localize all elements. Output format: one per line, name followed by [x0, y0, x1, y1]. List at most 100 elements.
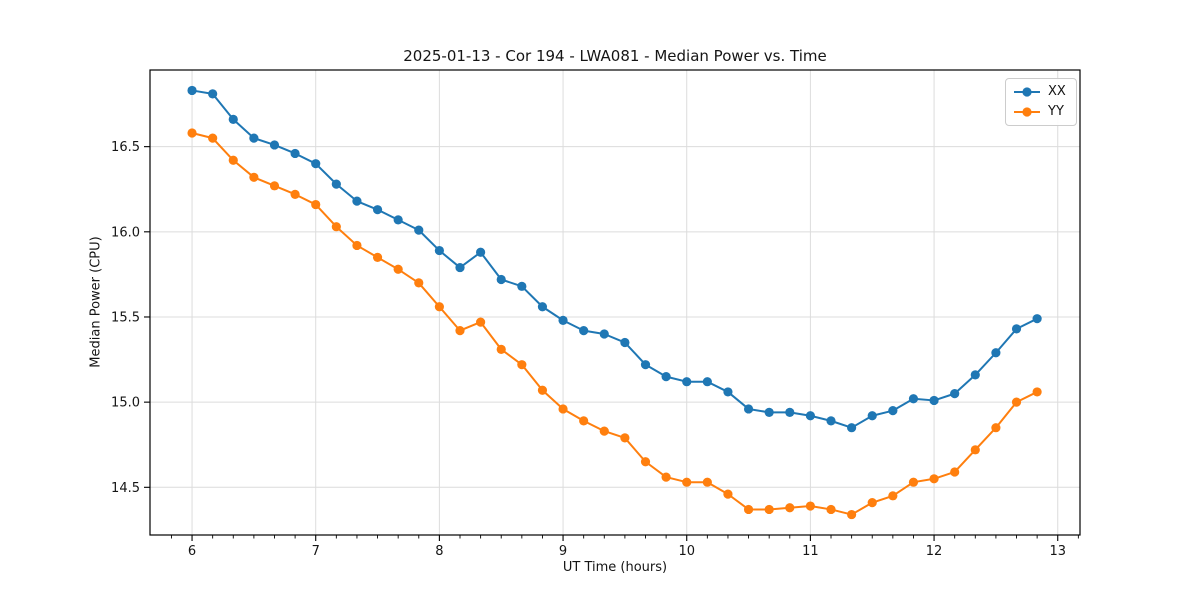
legend-line-swatch — [1014, 107, 1040, 117]
x-tick-label: 8 — [435, 544, 443, 559]
data-point-yy — [723, 489, 733, 499]
data-point-yy — [764, 504, 774, 515]
series-line-yy — [191, 132, 1038, 516]
data-point-xx — [228, 114, 238, 124]
data-point-xx — [785, 407, 795, 417]
x-axis-label: UT Time (hours) — [562, 560, 668, 575]
data-point-yy — [661, 472, 671, 482]
data-point-yy — [372, 252, 383, 262]
legend-label: XX — [1048, 84, 1066, 99]
data-point-yy — [311, 199, 321, 210]
data-point-yy — [682, 477, 692, 487]
data-point-yy — [352, 240, 362, 251]
data-point-yy — [393, 264, 403, 274]
data-point-xx — [702, 377, 712, 387]
x-tick-label: 13 — [1049, 544, 1066, 559]
data-point-xx — [393, 215, 403, 225]
data-point-yy — [970, 445, 980, 455]
legend-marker — [1022, 87, 1032, 97]
data-point-yy — [640, 457, 651, 467]
data-point-xx — [764, 407, 774, 417]
data-point-xx — [290, 148, 300, 159]
data-point-yy — [228, 155, 238, 165]
data-point-yy — [517, 360, 527, 370]
x-tick-label: 11 — [802, 544, 819, 559]
data-point-yy — [1011, 397, 1022, 407]
data-point-xx — [867, 411, 877, 421]
data-point-xx — [1032, 314, 1042, 324]
data-point-xx — [496, 274, 506, 285]
data-point-yy — [476, 317, 486, 327]
data-point-xx — [537, 302, 548, 312]
data-point-xx — [826, 416, 836, 426]
data-point-yy — [455, 326, 465, 336]
data-point-xx — [723, 387, 733, 397]
data-point-xx — [599, 329, 609, 339]
data-point-yy — [867, 498, 877, 508]
data-point-xx — [847, 423, 857, 433]
data-point-yy — [743, 504, 754, 515]
data-point-yy — [208, 133, 218, 143]
legend-marker — [1022, 107, 1032, 117]
y-tick-label: 14.5 — [111, 481, 140, 496]
data-point-xx — [620, 337, 630, 348]
legend: XX YY — [1005, 78, 1077, 126]
data-point-yy — [579, 416, 589, 426]
data-point-xx — [682, 377, 692, 387]
data-point-xx — [579, 326, 589, 336]
data-point-yy — [434, 302, 444, 312]
data-point-xx — [269, 140, 280, 150]
data-point-yy — [888, 491, 898, 501]
data-point-yy — [950, 467, 960, 477]
data-point-yy — [702, 477, 712, 487]
data-point-yy — [847, 509, 857, 520]
legend-item-yy: YY — [1013, 103, 1066, 121]
data-point-yy — [929, 474, 939, 484]
data-point-yy — [496, 344, 506, 354]
legend-label: YY — [1048, 104, 1064, 119]
data-point-xx — [743, 404, 754, 414]
data-point-xx — [888, 406, 898, 416]
data-point-xx — [434, 245, 444, 256]
x-tick-label: 6 — [188, 544, 196, 559]
x-tick-label: 12 — [926, 544, 943, 559]
y-tick-label: 15.0 — [111, 396, 140, 411]
data-point-xx — [352, 196, 362, 206]
data-point-xx — [970, 370, 980, 380]
data-point-xx — [991, 348, 1001, 358]
data-point-yy — [908, 477, 919, 487]
data-point-xx — [908, 394, 919, 404]
data-point-xx — [950, 389, 960, 399]
x-tick-label: 7 — [312, 544, 320, 559]
y-tick-label: 16.0 — [111, 225, 140, 240]
data-point-yy — [290, 189, 300, 199]
series-line-xx — [191, 89, 1038, 429]
legend-item-xx: XX — [1013, 83, 1066, 101]
data-point-xx — [414, 225, 424, 235]
data-point-yy — [269, 181, 280, 191]
data-point-xx — [311, 159, 321, 169]
data-point-xx — [187, 85, 197, 96]
data-point-yy — [558, 404, 568, 414]
data-point-yy — [785, 503, 795, 513]
data-point-xx — [929, 395, 939, 406]
data-point-yy — [599, 426, 609, 436]
data-point-yy — [826, 504, 836, 515]
data-point-yy — [620, 433, 630, 443]
data-point-xx — [455, 262, 465, 273]
data-point-yy — [187, 128, 197, 138]
plot-border — [149, 69, 1081, 536]
legend-line-swatch — [1014, 87, 1040, 97]
x-tick-label: 9 — [559, 544, 567, 559]
y-tick-label: 16.5 — [111, 140, 140, 155]
data-point-xx — [1011, 324, 1022, 334]
y-tick-label: 15.5 — [111, 310, 140, 325]
data-point-xx — [476, 247, 486, 257]
data-point-xx — [640, 360, 651, 370]
x-tick-label: 10 — [678, 544, 695, 559]
data-point-xx — [208, 89, 218, 99]
data-point-yy — [1032, 387, 1042, 397]
data-point-yy — [991, 423, 1001, 433]
